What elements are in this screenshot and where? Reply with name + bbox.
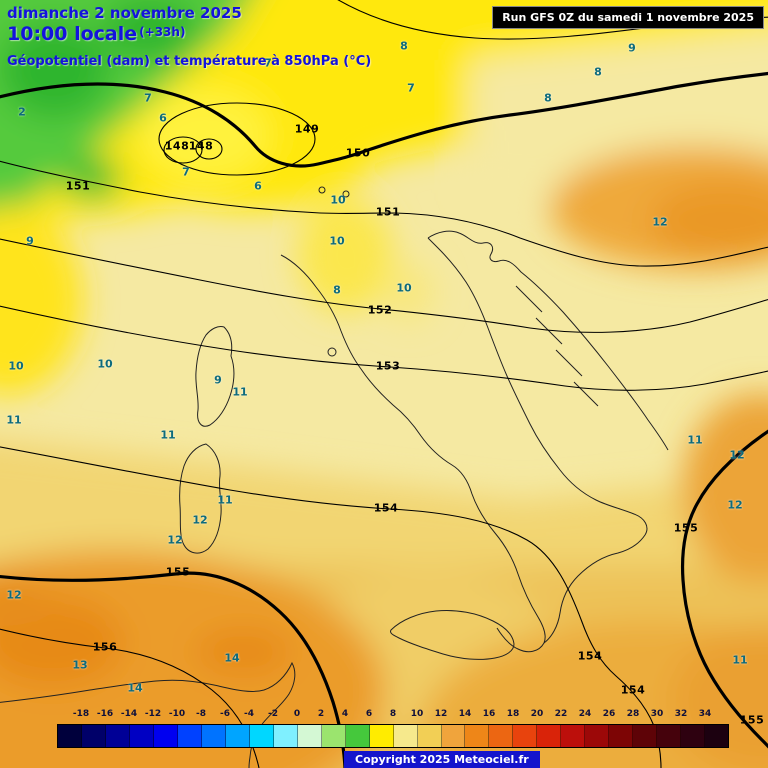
colorbar-tick: -18 xyxy=(72,709,90,719)
colorbar-segment xyxy=(681,725,706,747)
contour-151 xyxy=(0,160,768,267)
colorbar-tick: 0 xyxy=(293,709,301,719)
contour-148-loop xyxy=(195,138,223,160)
colorbar-tick: -2 xyxy=(268,709,278,719)
copyright-label: Copyright 2025 Meteociel.fr xyxy=(344,751,540,768)
coastline-sardinia xyxy=(179,443,222,554)
contour-155-thick-right xyxy=(680,429,768,749)
contour-156 xyxy=(0,628,260,768)
colorbar-segment xyxy=(105,725,130,747)
colorbar-tick: 8 xyxy=(389,709,397,719)
coastline-corsica xyxy=(195,326,235,427)
colorbar-tick: 4 xyxy=(341,709,349,719)
coastline-sicily xyxy=(390,610,515,660)
colorbar-segment xyxy=(537,725,562,747)
colorbar-segment xyxy=(58,725,82,747)
contour-152 xyxy=(0,238,768,333)
island-elba xyxy=(327,347,337,357)
colorbar-tick: -4 xyxy=(244,709,254,719)
colorbar-tick: -6 xyxy=(220,709,230,719)
colorbar-tick: -10 xyxy=(168,709,186,719)
coastlines xyxy=(0,186,669,768)
colorbar-tick: 10 xyxy=(410,709,424,719)
colorbar-tick: -8 xyxy=(196,709,206,719)
contour-154 xyxy=(0,446,662,768)
colorbar-segment xyxy=(345,725,370,747)
colorbar-tick: 20 xyxy=(530,709,544,719)
colorbar-segment xyxy=(657,725,682,747)
colorbar-tick: -14 xyxy=(120,709,138,719)
run-info-box: Run GFS 0Z du samedi 1 novembre 2025 xyxy=(492,6,764,29)
colorbar-segment xyxy=(249,725,274,747)
colorbar-segment xyxy=(609,725,634,747)
colorbar-tick: 12 xyxy=(434,709,448,719)
colorbar-segment xyxy=(393,725,418,747)
colorbar-tick: 22 xyxy=(554,709,568,719)
croatian-islands xyxy=(515,285,599,407)
contour-153 xyxy=(0,305,768,391)
colorbar-tick: 14 xyxy=(458,709,472,719)
colorbar-segment xyxy=(321,725,346,747)
colorbar-tick: -12 xyxy=(144,709,162,719)
colorbar-segment xyxy=(705,725,729,747)
colorbar-tick: 30 xyxy=(650,709,664,719)
colorbar-segment xyxy=(81,725,106,747)
colorbar-segment xyxy=(513,725,538,747)
colorbar-segment xyxy=(153,725,178,747)
colorbar-tick: 6 xyxy=(365,709,373,719)
colorbar-segment xyxy=(489,725,514,747)
colorbar-segment xyxy=(633,725,658,747)
colorbar-segment xyxy=(561,725,586,747)
colorbar-segment xyxy=(273,725,298,747)
coastline-italy-west xyxy=(280,254,546,653)
coastline-adriatic-north xyxy=(427,230,669,451)
colorbar-segment xyxy=(225,725,250,747)
colorbar-tick: 32 xyxy=(674,709,688,719)
time-label: 10:00 locale (+33h) xyxy=(7,23,371,45)
colorbar-segment xyxy=(129,725,154,747)
colorbar-tick: 26 xyxy=(602,709,616,719)
colorbar-segment xyxy=(441,725,466,747)
colorbar-segment xyxy=(369,725,394,747)
date-label: dimanche 2 novembre 2025 xyxy=(7,4,242,22)
alpine-lake xyxy=(342,190,350,198)
contour-148-loop xyxy=(163,136,203,164)
colorbar-tick: 24 xyxy=(578,709,592,719)
colorbar-segment xyxy=(465,725,490,747)
contour-155-thick-left xyxy=(0,571,347,768)
colorbar-tick: 18 xyxy=(506,709,520,719)
colorbar-segment xyxy=(585,725,610,747)
colorbar-segment xyxy=(201,725,226,747)
contour-149-loop xyxy=(158,102,316,176)
colorbar-tick: 16 xyxy=(482,709,496,719)
temperature-colorbar xyxy=(57,724,729,748)
local-time: 10:00 locale xyxy=(7,23,138,45)
contour-150-thick xyxy=(0,71,768,168)
coastline-italy-east xyxy=(427,237,648,644)
colorbar-segment xyxy=(417,725,442,747)
geopotential-contours-thick xyxy=(0,71,768,768)
colorbar-tick: 2 xyxy=(317,709,325,719)
map-header: dimanche 2 novembre 2025 10:00 locale (+3… xyxy=(7,4,371,69)
colorbar-tick: 34 xyxy=(698,709,712,719)
colorbar-tick: -16 xyxy=(96,709,114,719)
colorbar-tick-row: -18 -16 -14 -12 -10 -8 -6 -4 -2 0 2 4 6 8 10 12 14 16 18 20… xyxy=(57,709,729,722)
colorbar-tick: 28 xyxy=(626,709,640,719)
colorbar-segment xyxy=(297,725,322,747)
alpine-lake xyxy=(318,186,326,194)
map-subtitle: Géopotentiel (dam) et température à 850h… xyxy=(7,54,372,69)
colorbar-segment xyxy=(177,725,202,747)
forecast-offset: (+33h) xyxy=(139,25,186,39)
